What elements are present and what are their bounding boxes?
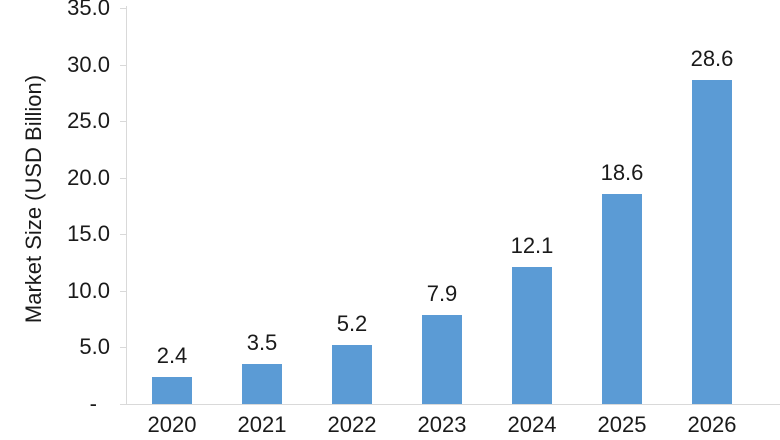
y-tick-mark — [120, 234, 127, 235]
bar-2023 — [422, 315, 462, 404]
y-tick-label: 15.0 — [67, 221, 110, 246]
x-axis-baseline — [126, 404, 780, 405]
bar-value-label: 3.5 — [246, 330, 278, 355]
y-tick-label: 10.0 — [67, 278, 110, 303]
x-axis-label: 2020 — [147, 412, 197, 437]
y-axis-line — [126, 6, 127, 404]
bar-2026 — [692, 80, 732, 404]
bar-2025 — [602, 194, 642, 404]
bar-2024 — [512, 267, 552, 404]
x-axis-label: 2023 — [417, 412, 467, 437]
y-tick-mark — [120, 404, 127, 405]
y-tick-mark — [120, 347, 127, 348]
y-tick-label: 30.0 — [67, 52, 110, 77]
bar-value-label: 7.9 — [426, 281, 458, 306]
y-tick-mark — [120, 8, 127, 9]
y-tick-mark — [120, 65, 127, 66]
y-tick-label: 5.0 — [79, 334, 110, 359]
bar-value-label: 28.6 — [690, 46, 734, 71]
bar-2022 — [332, 345, 372, 404]
x-axis-label: 2026 — [687, 412, 737, 437]
x-axis-label: 2025 — [597, 412, 647, 437]
bar-value-label: 2.4 — [156, 343, 188, 368]
y-tick-label: - — [89, 391, 97, 416]
bar-2020 — [152, 377, 192, 404]
bar-value-label: 12.1 — [510, 233, 554, 258]
y-tick-mark — [120, 291, 127, 292]
y-tick-mark — [120, 178, 127, 179]
bar-value-label: 18.6 — [600, 160, 644, 185]
y-tick-label: 35.0 — [67, 0, 110, 20]
bar-value-label: 5.2 — [336, 311, 368, 336]
y-tick-label: 20.0 — [67, 165, 110, 190]
x-axis-label: 2024 — [507, 412, 557, 437]
y-tick-label: 25.0 — [67, 108, 110, 133]
y-tick-mark — [120, 121, 127, 122]
x-axis-label: 2022 — [327, 412, 377, 437]
bar-2021 — [242, 364, 282, 404]
x-axis-label: 2021 — [237, 412, 287, 437]
